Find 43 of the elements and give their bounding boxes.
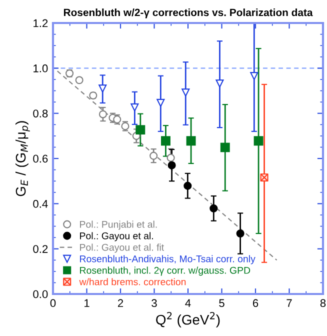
point <box>184 182 192 190</box>
legend-label: Rosenbluth-Andivahis, Mo-Tsai corr. only <box>80 255 256 264</box>
x-tick-label: 3 <box>152 299 157 308</box>
x-tick-label: 4 <box>185 299 191 307</box>
point <box>236 229 244 238</box>
x-tick-label: 2 <box>118 299 124 307</box>
y-tick-label: 0.6 <box>33 154 48 163</box>
point <box>98 110 107 118</box>
x-tick-label: 6 <box>252 299 258 308</box>
y-tick-label: 0.4 <box>33 200 48 208</box>
point <box>182 88 190 97</box>
chart-title: Rosenbluth w/2-γ corrections vs. Polarization data <box>64 8 313 18</box>
legend-label: w/hard brems. correction <box>79 278 186 286</box>
x-tick-label: 0 <box>50 299 56 308</box>
y-axis-title: G$_{E}$ / (G$_{M}$/μ$_{p}$) <box>15 121 30 196</box>
y-tick-label: 1.2 <box>34 19 48 28</box>
y-tick-label: 0.2 <box>33 245 48 253</box>
point <box>75 76 84 84</box>
point <box>254 136 264 146</box>
point <box>130 103 139 112</box>
point <box>186 136 196 146</box>
point <box>250 72 258 80</box>
x-tick-label: 8 <box>320 299 326 308</box>
x-tick-label: 1 <box>84 299 90 307</box>
legend-label: Pol.: Gayou et al. fit <box>80 244 164 253</box>
point <box>150 152 158 160</box>
point <box>161 136 170 146</box>
x-tick-label: 5 <box>219 299 224 308</box>
point <box>260 173 268 182</box>
point <box>210 204 218 212</box>
x-tick-label: 7 <box>286 299 292 307</box>
point <box>216 79 224 88</box>
legend-label: Pol.: Gayou et al. <box>80 232 153 242</box>
point <box>98 84 107 93</box>
point <box>220 142 230 152</box>
legend-label: Rosenbluth, incl. 2γ corr. w/gauss. GPD <box>80 266 250 276</box>
y-tick-label: 0.0 <box>33 290 48 298</box>
point <box>166 154 175 162</box>
point <box>156 98 165 107</box>
legend-label: Pol.: Punjabi et al. <box>80 220 157 230</box>
x-axis-title: Q$^{2}$ (GeV$^{2}$) <box>156 312 220 328</box>
y-tick-label: 1.0 <box>34 64 48 72</box>
y-tick-label: 0.8 <box>33 110 48 118</box>
